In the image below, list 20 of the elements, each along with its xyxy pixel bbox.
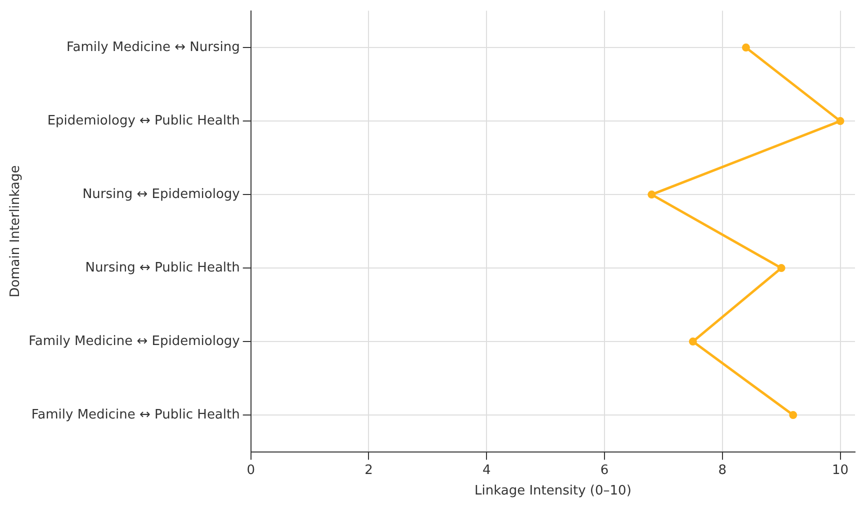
point xyxy=(648,190,656,199)
point xyxy=(777,264,786,272)
y-tick-label: Nursing ↔ Public Health xyxy=(85,260,240,276)
point xyxy=(836,117,844,126)
y-axis-title: Domain Interlinkage xyxy=(8,165,24,298)
y-tick-label: Family Medicine ↔ Nursing xyxy=(66,40,240,55)
y-tick-label: Family Medicine ↔ Public Health xyxy=(31,407,240,422)
x-tick-label: 6 xyxy=(600,462,609,478)
y-tick-label: Nursing ↔ Epidemiology xyxy=(82,186,240,202)
y-tick-label: Epidemiology ↔ Public Health xyxy=(47,113,240,128)
x-tick-label: 8 xyxy=(718,462,727,478)
x-tick-label: 4 xyxy=(482,462,491,478)
x-axis-title: Linkage Intensity (0–10) xyxy=(474,484,632,499)
point xyxy=(688,338,697,346)
point xyxy=(789,411,798,420)
point xyxy=(742,44,750,52)
y-tick-label: Family Medicine ↔ Epidemiology xyxy=(28,334,240,349)
x-tick-label: 2 xyxy=(364,462,373,478)
x-tick-label: 0 xyxy=(246,462,256,478)
x-tick-label: 10 xyxy=(832,462,849,478)
